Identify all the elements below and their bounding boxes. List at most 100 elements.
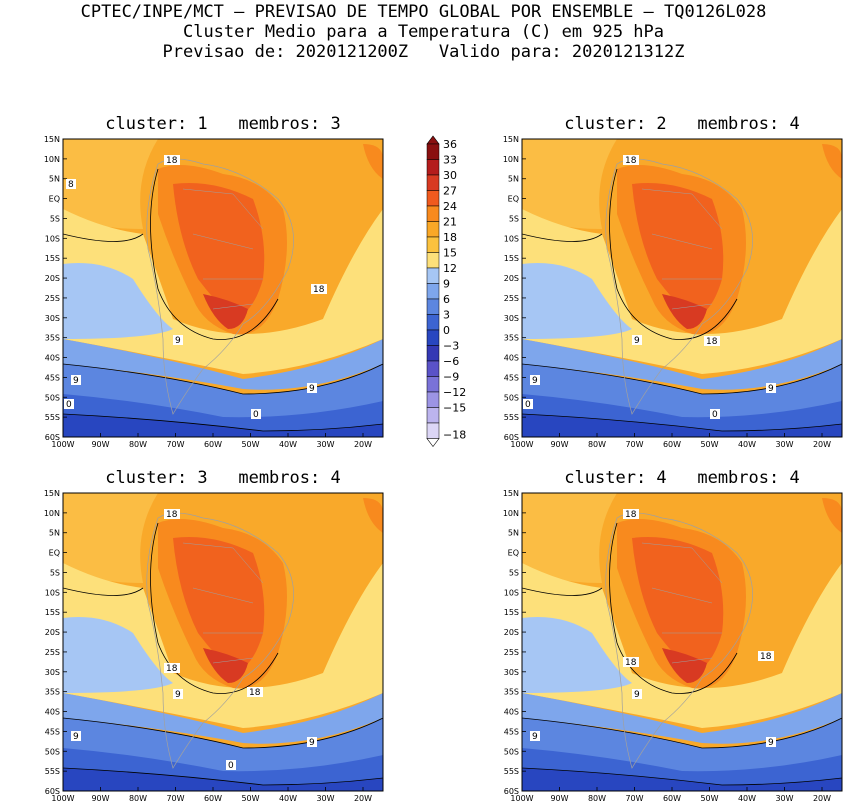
colorbar-swatch bbox=[426, 190, 440, 207]
figure-title: CPTEC/INPE/MCT – PREVISAO DE TEMPO GLOBA… bbox=[80, 2, 767, 22]
panel-title-4: cluster: 4 membros: 4 bbox=[564, 468, 800, 488]
lon-tick-label: 80W bbox=[129, 794, 147, 803]
lat-tick-label: 20S bbox=[504, 274, 519, 283]
lon-tick-label: 70W bbox=[166, 794, 184, 803]
lat-tick-label: 20S bbox=[504, 628, 519, 637]
colorbar-swatch bbox=[426, 314, 440, 331]
map-panel-3: 15N 10N 5N EQ 5S 10S 15S 20S 25S 30S 35S 40S 45S 50S 5… bbox=[44, 489, 384, 803]
lon-tick-label: 50W bbox=[700, 440, 718, 449]
lat-tick-label: 60S bbox=[504, 433, 519, 442]
contour-label: 9 bbox=[634, 336, 640, 346]
colorbar-swatch bbox=[426, 329, 440, 346]
colorbar-label: 0 bbox=[443, 324, 450, 337]
colorbar-label: 9 bbox=[443, 278, 450, 291]
lon-tick-label: 40W bbox=[279, 440, 297, 449]
map-panel-1: 15N 10N 5N EQ 5S 10S 15S 20S 25S 30S 35S 40S 45S 50S 5… bbox=[44, 135, 384, 449]
lon-tick-label: 30W bbox=[316, 794, 334, 803]
lon-tick-label: 100W bbox=[510, 440, 533, 449]
lon-tick-label: 70W bbox=[166, 440, 184, 449]
lon-tick-label: 30W bbox=[316, 440, 334, 449]
lat-tick-label: 15S bbox=[504, 254, 519, 263]
lon-tick-label: 20W bbox=[813, 794, 831, 803]
contour-label: 9 bbox=[73, 376, 79, 386]
lat-tick-label: 40S bbox=[504, 708, 519, 717]
lat-tick-label: 55S bbox=[504, 767, 519, 776]
contour-label: 9 bbox=[73, 732, 79, 742]
colorbar-label: 15 bbox=[443, 247, 457, 260]
colorbar-label: −15 bbox=[443, 402, 466, 415]
lat-tick-label: 55S bbox=[45, 767, 60, 776]
lat-tick-label: EQ bbox=[49, 549, 60, 558]
lat-tick-label: 5S bbox=[50, 568, 60, 577]
contour-label: 18 bbox=[166, 156, 178, 166]
lat-tick-label: 35S bbox=[45, 688, 60, 697]
lon-tick-label: 80W bbox=[588, 440, 606, 449]
lat-tick-label: 25S bbox=[504, 648, 519, 657]
colorbar-swatch bbox=[426, 360, 440, 377]
lon-tick-label: 50W bbox=[241, 440, 259, 449]
contour-label: 9 bbox=[634, 690, 640, 700]
lat-tick-label: 50S bbox=[45, 393, 60, 402]
lat-tick-label: 15N bbox=[503, 135, 519, 144]
colorbar-swatch bbox=[426, 252, 440, 269]
lat-tick-label: 10N bbox=[44, 155, 60, 164]
lon-tick-label: 80W bbox=[129, 440, 147, 449]
contour-label: 18 bbox=[760, 652, 772, 662]
lon-tick-label: 90W bbox=[550, 440, 568, 449]
colorbar-label: 27 bbox=[443, 185, 457, 198]
lon-tick-label: 100W bbox=[51, 440, 74, 449]
contour-label: 9 bbox=[768, 384, 774, 394]
colorbar-swatch bbox=[426, 345, 440, 362]
lat-tick-label: 35S bbox=[504, 688, 519, 697]
map-panel-2: 15N 10N 5N EQ 5S 10S 15S 20S 25S 30S 35S 40S 45S 50S 5… bbox=[503, 135, 843, 449]
colorbar-label: 21 bbox=[443, 216, 457, 229]
lat-tick-label: 45S bbox=[45, 373, 60, 382]
lat-tick-label: 15S bbox=[45, 608, 60, 617]
contour-label: 18 bbox=[313, 285, 325, 295]
colorbar-swatch bbox=[426, 298, 440, 315]
contour-label: 9 bbox=[175, 336, 181, 346]
lon-tick-label: 60W bbox=[204, 440, 222, 449]
contour-label: 0 bbox=[712, 410, 718, 420]
colorbar-label: 36 bbox=[443, 138, 457, 151]
lat-tick-label: 40S bbox=[45, 354, 60, 363]
lat-tick-label: 10S bbox=[45, 234, 60, 243]
lat-tick-label: 5S bbox=[50, 214, 60, 223]
lat-tick-label: 15N bbox=[503, 489, 519, 498]
lon-tick-label: 40W bbox=[738, 794, 756, 803]
lon-tick-label: 70W bbox=[625, 440, 643, 449]
colorbar-swatch bbox=[426, 391, 440, 408]
lat-tick-label: 45S bbox=[45, 727, 60, 736]
colorbar-label: −12 bbox=[443, 386, 466, 399]
contour-label: 8 bbox=[68, 180, 74, 190]
lon-tick-label: 100W bbox=[51, 794, 74, 803]
lat-tick-label: EQ bbox=[508, 549, 519, 558]
colorbar-label: 24 bbox=[443, 200, 457, 213]
lon-tick-label: 30W bbox=[775, 440, 793, 449]
contour-label: 18 bbox=[249, 688, 261, 698]
lat-tick-label: 45S bbox=[504, 373, 519, 382]
lon-tick-label: 70W bbox=[625, 794, 643, 803]
lat-tick-label: 15S bbox=[504, 608, 519, 617]
lat-tick-label: 60S bbox=[504, 787, 519, 796]
lat-tick-label: 50S bbox=[504, 393, 519, 402]
colorbar-label: −9 bbox=[443, 371, 459, 384]
lat-tick-label: 15N bbox=[44, 135, 60, 144]
lon-tick-label: 60W bbox=[204, 794, 222, 803]
colorbar-label: 33 bbox=[443, 154, 457, 167]
contour-label: 9 bbox=[768, 738, 774, 748]
lat-tick-label: 60S bbox=[45, 433, 60, 442]
lat-tick-label: 5N bbox=[49, 175, 60, 184]
lat-tick-label: 10S bbox=[504, 588, 519, 597]
lat-tick-label: 20S bbox=[45, 628, 60, 637]
lon-tick-label: 90W bbox=[550, 794, 568, 803]
lat-tick-label: 10N bbox=[503, 155, 519, 164]
colorbar-label: −18 bbox=[443, 429, 466, 442]
colorbar-label: 12 bbox=[443, 262, 457, 275]
lat-tick-label: 10S bbox=[504, 234, 519, 243]
colorbar-label: 30 bbox=[443, 169, 457, 182]
lon-tick-label: 80W bbox=[588, 794, 606, 803]
contour-label: 0 bbox=[253, 410, 259, 420]
lat-tick-label: 40S bbox=[45, 708, 60, 717]
